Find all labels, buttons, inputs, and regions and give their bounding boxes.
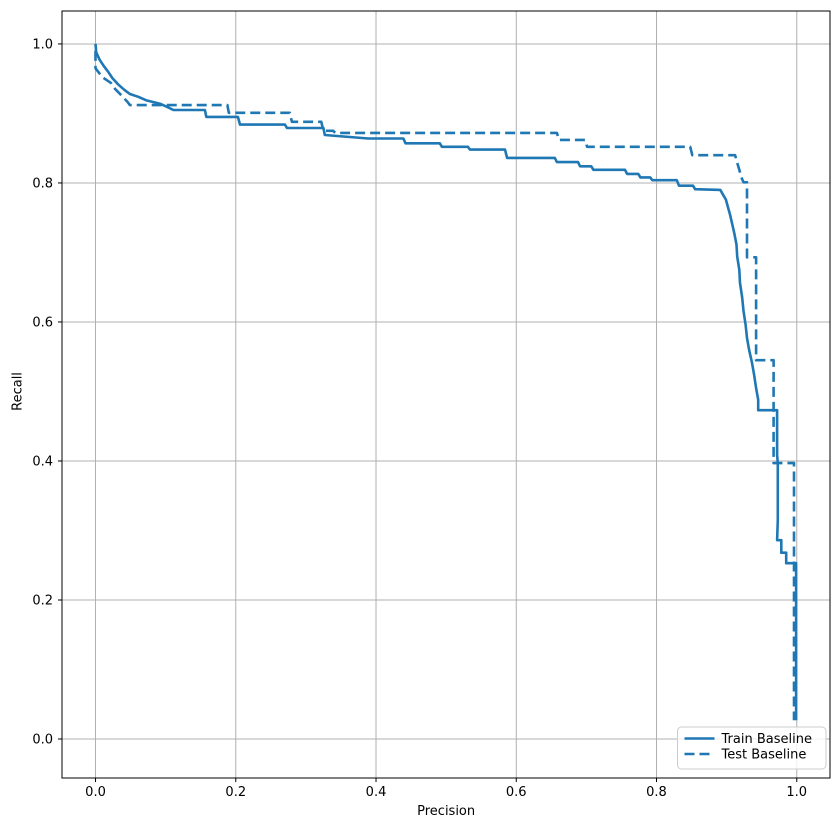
- x-tick-label: 0.8: [646, 785, 667, 800]
- legend-label: Test Baseline: [721, 748, 807, 763]
- legend-label: Train Baseline: [721, 732, 812, 747]
- y-tick-label: 0.2: [32, 594, 53, 609]
- y-tick-label: 1.0: [32, 37, 53, 52]
- axes-spines: [61, 10, 831, 779]
- legend-entry: Train Baseline: [684, 732, 812, 747]
- train-baseline-line: [94, 43, 798, 721]
- x-tick-label: 0.6: [506, 785, 527, 800]
- legend-entry: Test Baseline: [684, 748, 807, 763]
- plot-background: [62, 11, 830, 778]
- legend-box: [677, 726, 827, 770]
- x-tick-label: 0.0: [85, 785, 106, 800]
- y-tick-label: 0.4: [32, 455, 53, 470]
- x-tick-label: 0.4: [366, 785, 387, 800]
- x-axis-label: Precision: [417, 804, 475, 819]
- test-baseline-line: [94, 50, 796, 721]
- x-tick-label: 1.0: [786, 785, 807, 800]
- y-axis-label: Recall: [11, 372, 26, 411]
- y-tick-label: 0.6: [32, 316, 53, 331]
- y-tick-label: 0.0: [32, 733, 53, 748]
- y-tick-label: 0.8: [32, 177, 53, 192]
- x-tick-label: 0.2: [225, 785, 246, 800]
